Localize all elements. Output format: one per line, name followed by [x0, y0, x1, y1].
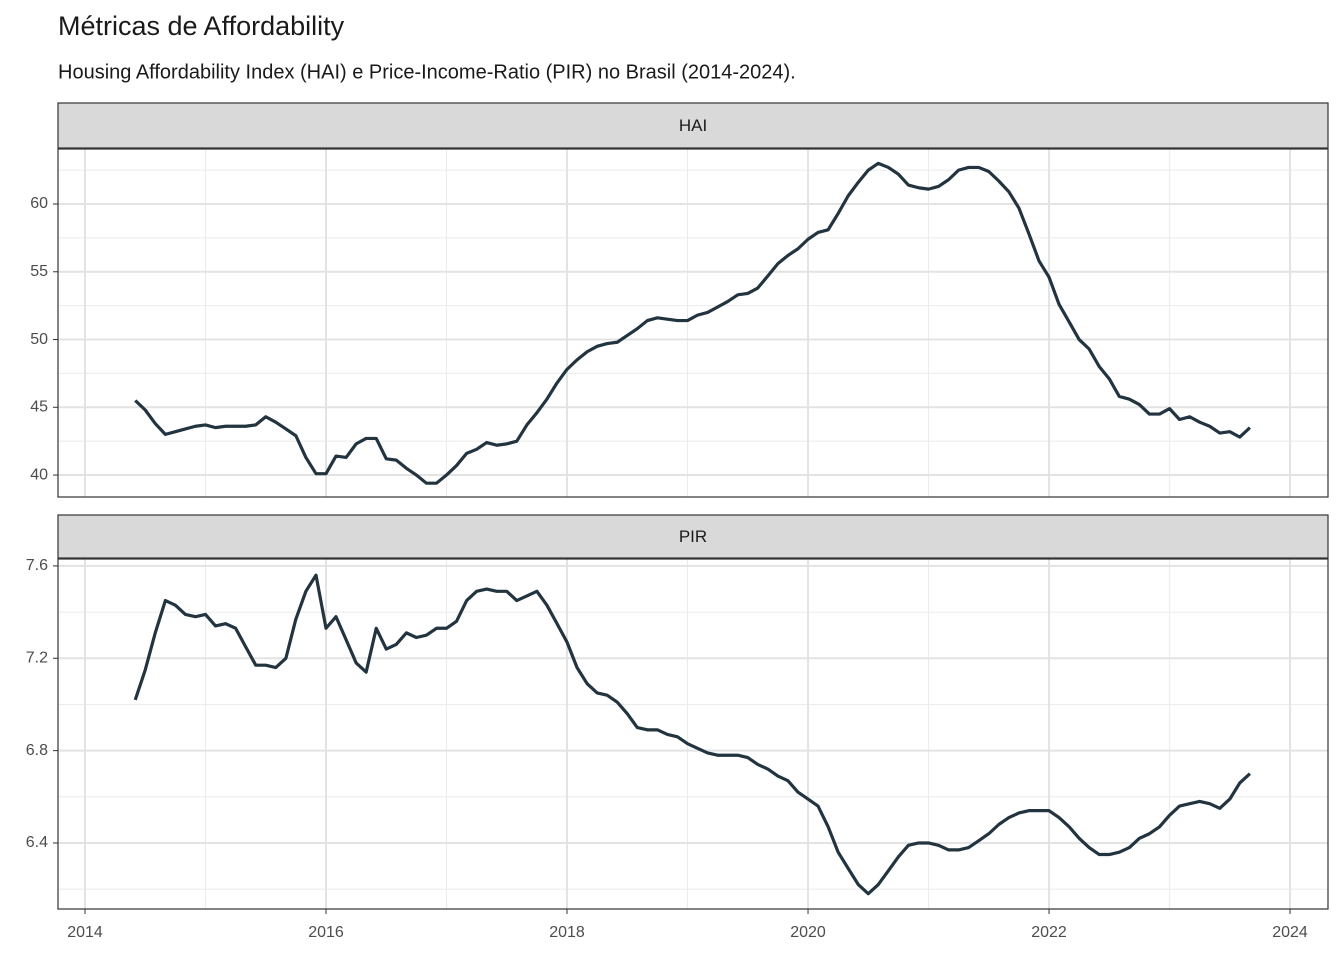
x-tick-label: 2022 [1031, 924, 1067, 941]
y-tick-label: 50 [30, 331, 48, 348]
x-tick-label: 2024 [1272, 924, 1308, 941]
panel-border [57, 148, 1329, 498]
strip-label: PIR [679, 527, 707, 546]
x-tick-label: 2020 [790, 924, 826, 941]
y-tick-label: 55 [30, 263, 48, 280]
title: Métricas de Affordability [58, 11, 345, 41]
panel-background [58, 559, 1328, 909]
panel-background [58, 149, 1328, 497]
y-tick-label: 45 [30, 399, 48, 416]
y-tick-label: 7.6 [26, 557, 48, 574]
line [134, 161, 1252, 485]
x-tick-label: 2014 [67, 924, 103, 941]
line [133, 573, 1251, 896]
y-tick-label: 6.8 [26, 742, 48, 759]
panel-border [57, 558, 1329, 910]
strip [57, 514, 1329, 559]
strip-label: HAI [679, 116, 707, 135]
y-tick-label: 60 [30, 195, 48, 212]
x-tick-label: 2016 [308, 924, 344, 941]
y-tick-label: 40 [30, 466, 48, 483]
y-tick-label: 6.4 [26, 834, 48, 851]
y-tick-label: 7.2 [26, 649, 48, 666]
subtitle: Housing Affordability Index (HAI) e Pric… [58, 61, 796, 83]
strip [57, 102, 1329, 149]
x-tick-label: 2018 [549, 924, 585, 941]
